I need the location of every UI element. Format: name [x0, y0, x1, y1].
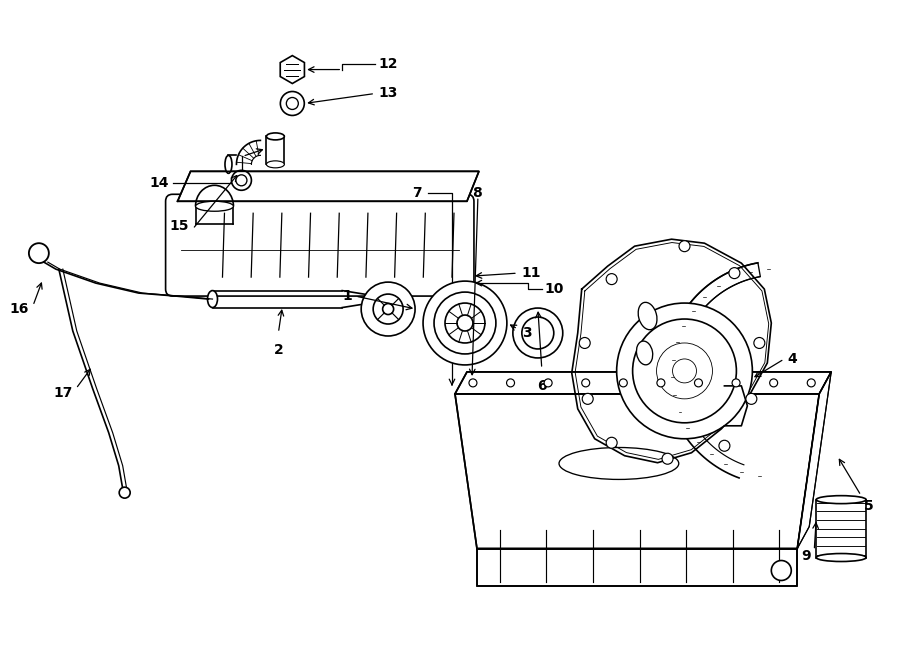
Circle shape [679, 241, 690, 252]
Circle shape [607, 274, 617, 285]
Circle shape [657, 343, 713, 399]
Text: 13: 13 [378, 87, 398, 100]
Text: 2: 2 [274, 343, 284, 357]
Circle shape [607, 438, 617, 448]
Circle shape [231, 171, 251, 190]
Text: 5: 5 [864, 498, 874, 513]
Ellipse shape [638, 302, 657, 330]
Circle shape [732, 379, 740, 387]
Circle shape [695, 379, 703, 387]
Circle shape [770, 379, 778, 387]
Circle shape [445, 303, 485, 343]
Polygon shape [665, 263, 760, 478]
Polygon shape [455, 394, 819, 549]
Circle shape [729, 268, 740, 278]
Circle shape [746, 393, 757, 405]
Ellipse shape [266, 133, 284, 140]
Text: 12: 12 [378, 57, 398, 71]
Text: 11: 11 [522, 266, 541, 280]
Circle shape [236, 175, 247, 186]
Circle shape [281, 91, 304, 116]
Circle shape [662, 453, 673, 464]
Circle shape [286, 97, 298, 110]
Circle shape [457, 315, 473, 331]
Circle shape [672, 359, 697, 383]
Circle shape [507, 379, 515, 387]
Ellipse shape [816, 553, 866, 561]
Text: 7: 7 [412, 186, 422, 200]
Text: 1: 1 [343, 289, 352, 303]
Ellipse shape [366, 295, 374, 303]
Circle shape [522, 317, 554, 349]
Circle shape [633, 319, 736, 423]
Circle shape [619, 379, 627, 387]
FancyBboxPatch shape [166, 194, 474, 296]
Circle shape [361, 282, 415, 336]
Circle shape [513, 308, 562, 358]
Ellipse shape [208, 291, 218, 307]
Ellipse shape [225, 155, 232, 173]
Text: 15: 15 [169, 219, 189, 233]
Text: 10: 10 [544, 282, 564, 296]
Text: 4: 4 [788, 352, 797, 366]
Circle shape [374, 294, 403, 324]
Text: 3: 3 [522, 326, 532, 340]
Ellipse shape [636, 341, 652, 365]
Circle shape [382, 303, 393, 315]
Circle shape [423, 281, 507, 365]
Circle shape [582, 393, 593, 405]
Circle shape [807, 379, 815, 387]
Circle shape [119, 487, 130, 498]
Circle shape [616, 303, 752, 439]
Text: 16: 16 [10, 302, 29, 316]
Circle shape [719, 440, 730, 451]
Polygon shape [572, 239, 771, 463]
Polygon shape [797, 372, 832, 549]
Circle shape [581, 379, 590, 387]
Circle shape [580, 338, 590, 348]
Text: 17: 17 [53, 386, 73, 400]
Circle shape [469, 379, 477, 387]
Text: 6: 6 [537, 379, 546, 393]
Circle shape [29, 243, 49, 263]
Circle shape [544, 379, 552, 387]
Ellipse shape [195, 201, 233, 212]
Polygon shape [455, 372, 832, 394]
Text: 14: 14 [149, 176, 168, 190]
Polygon shape [280, 56, 304, 83]
Text: 9: 9 [802, 549, 811, 563]
Circle shape [754, 338, 765, 348]
Text: 8: 8 [472, 186, 482, 200]
Bar [816, 500, 866, 557]
Ellipse shape [816, 496, 866, 504]
Ellipse shape [266, 161, 284, 168]
Circle shape [434, 292, 496, 354]
Polygon shape [477, 549, 797, 586]
Polygon shape [177, 171, 479, 201]
Circle shape [771, 561, 791, 580]
Circle shape [657, 379, 665, 387]
